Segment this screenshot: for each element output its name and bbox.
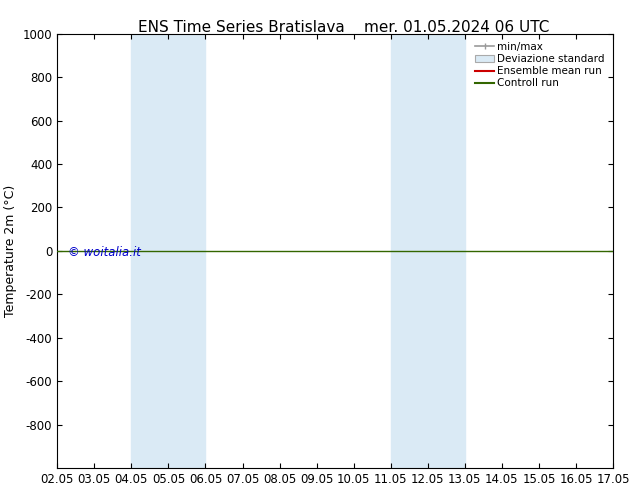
Text: © woitalia.it: © woitalia.it: [68, 246, 141, 260]
Bar: [131, 34, 205, 468]
Text: ENS Time Series Bratislava: ENS Time Series Bratislava: [138, 20, 344, 35]
Y-axis label: Temperature 2m (°C): Temperature 2m (°C): [4, 185, 17, 317]
Text: mer. 01.05.2024 06 UTC: mer. 01.05.2024 06 UTC: [364, 20, 549, 35]
Legend: min/max, Deviazione standard, Ensemble mean run, Controll run: min/max, Deviazione standard, Ensemble m…: [472, 39, 608, 91]
Bar: [391, 34, 465, 468]
